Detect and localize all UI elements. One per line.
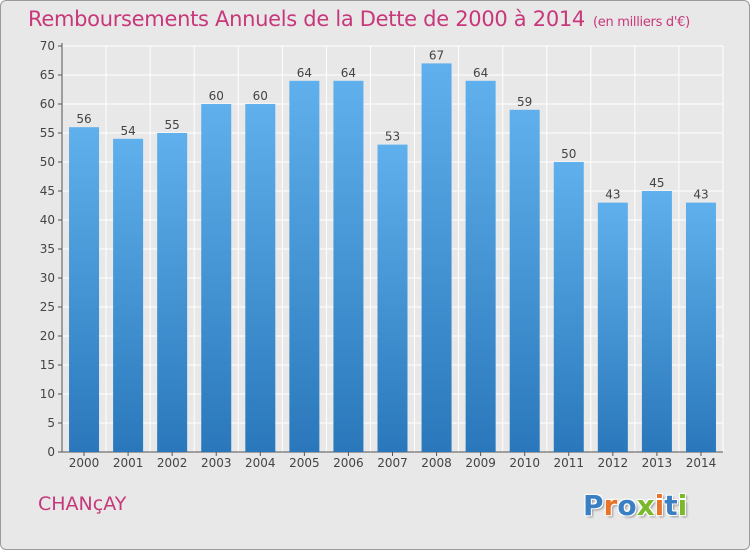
x-tick-label: 2011 — [553, 456, 584, 470]
data-label: 43 — [605, 188, 620, 202]
logo-letter: r — [603, 489, 618, 522]
data-label: 60 — [209, 89, 224, 103]
y-tick-label: 50 — [40, 155, 55, 169]
commune-name: CHANçAY — [38, 493, 127, 515]
bars — [69, 63, 716, 453]
data-label: 55 — [165, 118, 180, 132]
y-tick-label: 30 — [40, 271, 55, 285]
bar — [333, 80, 364, 453]
x-tick-label: 2007 — [377, 456, 408, 470]
data-label: 60 — [253, 89, 268, 103]
x-tick-label: 2001 — [113, 456, 144, 470]
bar — [509, 109, 540, 453]
x-tick-label: 2003 — [201, 456, 232, 470]
y-tick-label: 45 — [40, 184, 55, 198]
x-tick-label: 2014 — [686, 456, 717, 470]
y-tick-label: 60 — [40, 97, 55, 111]
x-tick-label: 2006 — [333, 456, 364, 470]
logo-letter: P — [583, 489, 604, 522]
data-label: 59 — [517, 95, 532, 109]
logo-letter: x — [636, 489, 655, 522]
y-tick-label: 65 — [40, 68, 55, 82]
x-tick-label: 2000 — [69, 456, 100, 470]
bar — [685, 202, 716, 452]
data-label: 50 — [561, 147, 576, 161]
bar — [465, 80, 496, 453]
data-label: 64 — [341, 66, 356, 80]
y-tick-label: 70 — [40, 39, 55, 53]
data-label: 56 — [76, 112, 91, 126]
bar — [553, 162, 584, 452]
bar — [377, 144, 408, 452]
y-tick-label: 55 — [40, 126, 55, 140]
logo-letter: o — [617, 489, 637, 522]
chart-title: Remboursements Annuels de la Dette de 20… — [28, 7, 690, 31]
chart-unit: (en milliers d'€) — [593, 15, 690, 30]
bar — [245, 104, 276, 452]
y-tick-label: 10 — [40, 387, 55, 401]
data-label: 43 — [693, 188, 708, 202]
x-tick-label: 2005 — [289, 456, 320, 470]
data-label: 64 — [473, 66, 488, 80]
bar — [113, 138, 144, 453]
x-tick-label: 2002 — [157, 456, 188, 470]
x-tick-label: 2004 — [245, 456, 276, 470]
data-label: 54 — [120, 124, 135, 138]
proxiti-logo: Proxiti — [583, 489, 687, 522]
x-tick-label: 2010 — [509, 456, 540, 470]
bar — [641, 191, 672, 452]
chart-title-text: Remboursements Annuels de la Dette de 20… — [28, 7, 585, 31]
y-tick-label: 5 — [47, 416, 55, 430]
y-tick-label: 40 — [40, 213, 55, 227]
logo-letter: i — [654, 489, 665, 522]
bar — [597, 202, 628, 452]
y-tick-label: 20 — [40, 329, 55, 343]
data-label: 53 — [385, 130, 400, 144]
y-tick-label: 0 — [47, 445, 55, 459]
logo-letter: i — [677, 489, 688, 522]
x-tick-label: 2009 — [465, 456, 496, 470]
x-tick-label: 2013 — [642, 456, 673, 470]
data-label: 67 — [429, 48, 444, 62]
bar — [157, 133, 188, 452]
bar — [289, 80, 320, 453]
data-label: 64 — [297, 66, 312, 80]
x-tick-label: 2008 — [421, 456, 452, 470]
bar — [421, 63, 452, 453]
logo-letter: t — [664, 489, 678, 522]
y-tick-label: 25 — [40, 300, 55, 314]
data-label: 45 — [649, 176, 664, 190]
x-tick-label: 2012 — [598, 456, 629, 470]
bar — [201, 104, 232, 452]
data-labels: 56 54 55 60 60 64 64 53 67 64 59 50 43 45 43 — [76, 48, 708, 201]
y-tick-label: 15 — [40, 358, 55, 372]
bar — [69, 127, 100, 452]
y-tick-label: 35 — [40, 242, 55, 256]
